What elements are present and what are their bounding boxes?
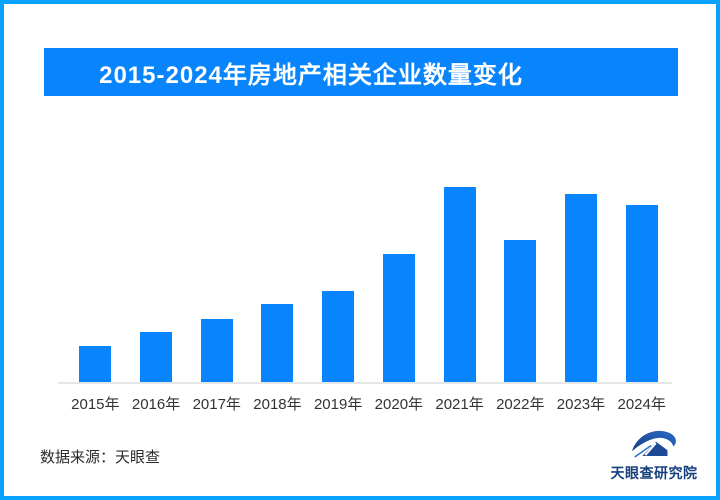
bar-column (247, 187, 308, 382)
bar-column (186, 187, 247, 382)
bar-2018年 (261, 304, 294, 382)
bar-2016年 (140, 332, 173, 382)
bar-2017年 (200, 319, 233, 382)
x-axis-labels: 2015年 2016年 2017年 2018年 2019年 2020年 2021年 2022年… (65, 393, 672, 414)
bar-plot (65, 187, 672, 382)
data-source-note: 数据来源：天眼查 (40, 449, 161, 466)
x-tick-label-2020年: 2020年 (374, 396, 424, 413)
x-axis-line (58, 382, 672, 384)
bar-2023年 (564, 194, 597, 382)
bar-column (490, 187, 551, 382)
x-tick-label-2018年: 2018年 (253, 396, 302, 413)
bar-2022年 (504, 240, 537, 382)
bar-column (551, 187, 612, 382)
bar-column (611, 187, 672, 382)
chart-title-bar: 2015-2024年房地产相关企业数量变化 (44, 48, 678, 96)
bar-2019年 (322, 291, 355, 382)
x-tick-label-2016年: 2016年 (131, 396, 181, 413)
tianyancha-logo-icon (631, 430, 676, 458)
bar-column (65, 187, 126, 382)
logo-block: 天眼查研究院 (600, 427, 708, 483)
bar-2021年 (443, 187, 476, 382)
x-tick-label-2022年: 2022年 (496, 396, 545, 413)
bar-column (429, 187, 490, 382)
bar-column (308, 187, 369, 382)
bar-2020年 (382, 254, 415, 382)
x-tick-label-2024年: 2024年 (617, 396, 666, 413)
logo-text: 天眼查研究院 (610, 465, 698, 481)
x-tick-label-2017年: 2017年 (192, 396, 241, 413)
bar-column (369, 187, 430, 382)
x-tick-label-2019年: 2019年 (313, 396, 363, 413)
bar-2015年 (79, 346, 112, 382)
x-tick-label-2015年: 2015年 (71, 396, 120, 413)
chart-title: 2015-2024年房地产相关企业数量变化 (99, 61, 523, 89)
bar-2024年 (625, 205, 658, 382)
x-tick-label-2023年: 2023年 (556, 396, 606, 413)
x-tick-label-2021年: 2021年 (435, 396, 484, 413)
bar-column (126, 187, 187, 382)
